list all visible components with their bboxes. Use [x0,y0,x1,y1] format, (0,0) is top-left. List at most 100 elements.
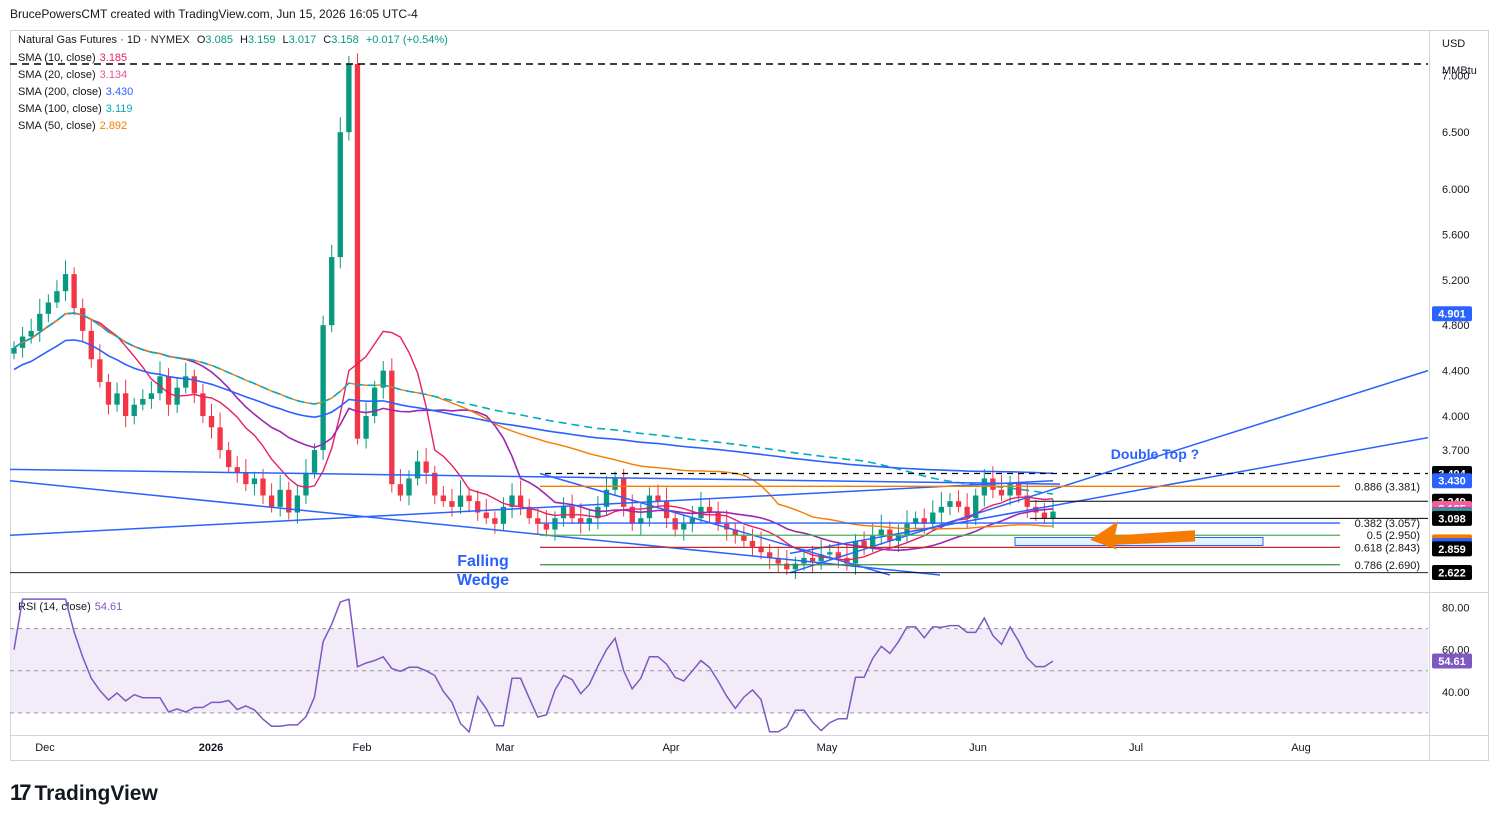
candle-body [268,495,275,507]
price-tag-label: 3.430 [1438,476,1466,488]
candle-body [122,393,129,417]
candle-body [724,523,730,530]
rsi-label: RSI (14, close) [18,601,91,613]
candle-body [354,64,361,439]
time-axis-label: Apr [662,742,679,754]
candle-body [638,518,644,524]
sma100-label: SMA (100, close) [18,103,102,115]
candle-body [208,416,215,428]
low-value: 3.017 [288,34,317,46]
symbol-name: Natural Gas Futures · 1D · NYMEX [18,34,190,46]
candle-body [28,330,34,337]
candle-body [509,495,515,507]
trend-line [789,369,1429,574]
sma10-line [13,312,1054,561]
candle-body [449,501,455,507]
time-axis-label: Feb [353,742,372,754]
symbol-legend[interactable]: Natural Gas Futures · 1D · NYMEX O3.085 … [18,34,448,46]
sma10-legend[interactable]: SMA (10, close) 3.185 [18,52,127,64]
candle-body [157,376,163,394]
candle-body [706,506,713,513]
candle-body [1024,495,1030,507]
sma100-legend[interactable]: SMA (100, close) 3.119 [18,103,132,115]
candle-body [440,495,447,502]
candle-body [964,506,970,519]
price-tag-label: 4.901 [1438,309,1466,321]
candle-body [406,478,412,496]
sma200-line [13,339,1054,474]
candle-body [337,132,343,258]
candle-body [329,257,335,326]
rsi-legend[interactable]: RSI (14, close) 54.61 [18,601,122,613]
price-tick-label: 6.500 [1442,127,1470,139]
candle-body [277,489,283,507]
candle-body [792,563,799,570]
orange-arrow-icon [1090,521,1195,550]
open-label: O [196,34,206,46]
fib-level-label: 0.786 (2.690) [1355,560,1420,572]
price-tag-label: 2.622 [1438,567,1466,579]
candle-body [1015,484,1022,496]
candle-body [492,518,498,524]
candle-body [818,554,824,562]
candle-body [998,489,1005,496]
chart-credit: BrucePowersCMT created with TradingView.… [10,7,418,21]
candle-body [303,472,309,496]
sma200-value: 3.430 [105,86,134,98]
sma200-legend[interactable]: SMA (200, close) 3.430 [18,86,133,98]
tradingview-logo-icon: 17 [10,780,32,805]
rsi-line [13,598,1054,734]
candle-body [603,489,610,507]
candle-body [148,393,155,399]
unit-label: MMBtu [1442,65,1477,77]
candle-body [921,518,927,524]
candle-body [578,518,584,524]
candle-body [45,302,52,314]
candle-body [37,313,43,331]
candle-body [397,484,404,496]
candle-body [389,370,395,485]
price-tick-label: 7.000 [1442,70,1470,82]
candle-body [286,489,292,513]
candle-body [629,506,635,524]
candle-body [835,552,841,558]
price-tag [1432,473,1472,489]
change-value: +0.017 (+0.54%) [365,34,448,46]
candle-body [380,370,386,388]
candle-body [320,325,326,451]
candle-body [809,557,816,562]
candle-body [234,467,240,473]
candle-body [947,501,953,507]
trend-line [539,472,891,576]
price-tick-label: 4.800 [1442,320,1470,332]
candle-body [414,461,421,479]
candle-body [475,501,481,513]
candle-body [432,472,438,496]
candle-body [457,495,464,507]
open-value: 3.085 [205,34,233,46]
trend-line [9,479,941,576]
candle-body [54,291,60,303]
price-tag [1432,510,1472,526]
candle-body [200,393,206,417]
sma20-line [13,312,1054,552]
candle-body [758,546,764,553]
candle-body [715,512,721,524]
sma50-legend[interactable]: SMA (50, close) 2.892 [18,120,127,132]
rsi-tick-label: 40.00 [1442,687,1470,699]
sma20-value: 3.134 [99,69,128,81]
candle-body [294,495,301,513]
sma10-value: 3.185 [99,52,128,64]
price-tag-label: 3.098 [1438,513,1466,525]
candle-body [80,308,86,331]
candle-body [878,529,884,536]
candle-body [71,274,77,309]
fib-level-label: 0.618 (2.843) [1355,542,1420,554]
candle-body [251,478,258,485]
candle-body [131,404,137,417]
sma20-legend[interactable]: SMA (20, close) 3.134 [18,69,127,81]
candle-body [552,518,558,530]
candle-body [363,416,369,439]
candle-body [861,540,867,547]
